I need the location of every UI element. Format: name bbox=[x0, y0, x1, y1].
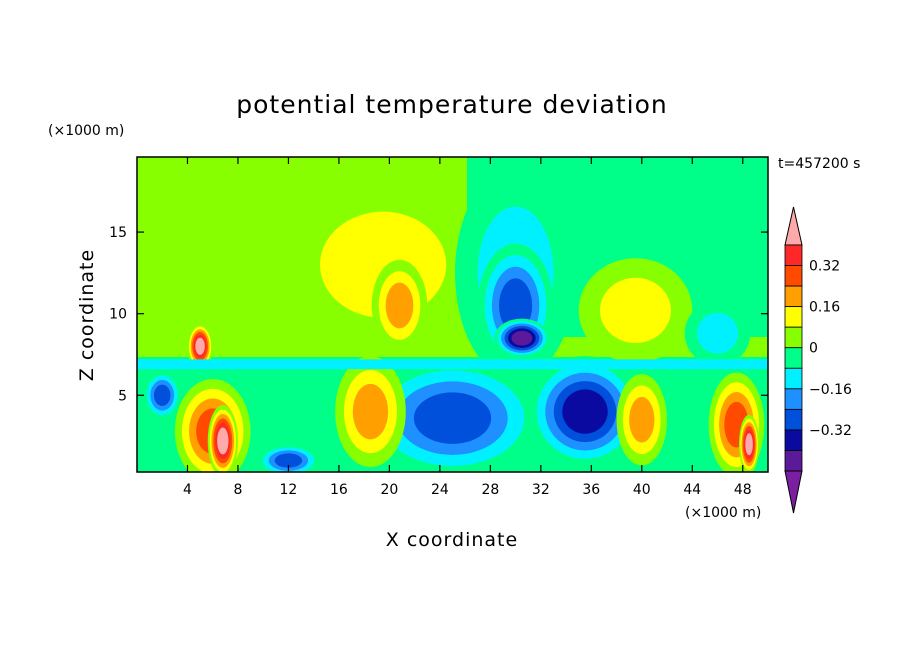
colorbar-box bbox=[784, 265, 803, 287]
colorbar-box bbox=[784, 388, 803, 410]
contour-feature-7-level-2 bbox=[697, 312, 739, 354]
contour-feature-1-level-3 bbox=[385, 282, 414, 329]
colorbar-box bbox=[784, 326, 803, 349]
x-tick-label: 12 bbox=[280, 482, 298, 498]
colorbar-bottom-arrow bbox=[784, 470, 803, 514]
colorbar-box bbox=[784, 408, 803, 431]
x-tick-label: 20 bbox=[380, 482, 398, 498]
x-tick-label: 16 bbox=[330, 482, 348, 498]
y-axis-label: Z coordinate bbox=[76, 249, 98, 381]
time-label: t=457200 s bbox=[778, 156, 860, 172]
y-axis: 5 10 15 bbox=[109, 225, 768, 404]
y-tick-label: 15 bbox=[109, 225, 127, 241]
colorbar-box bbox=[784, 367, 803, 390]
x-tick-label: 28 bbox=[481, 482, 499, 498]
colorbar-box bbox=[784, 285, 803, 308]
y-tick-label: 10 bbox=[109, 307, 127, 323]
contour-feature-17-level-4 bbox=[153, 384, 171, 407]
x-tick-label: 44 bbox=[683, 482, 701, 498]
x-tick-label: 48 bbox=[734, 482, 752, 498]
colorbar-tick-label: 0.32 bbox=[809, 259, 840, 275]
y-tick-label: 5 bbox=[118, 388, 127, 404]
x-tick-label: 32 bbox=[532, 482, 550, 498]
inversion-band bbox=[137, 359, 768, 370]
colorbar-box bbox=[784, 347, 803, 369]
colorbar: 0.32 0.16 0 −0.16 −0.32 bbox=[784, 206, 852, 514]
y-unit-label: (×1000 m) bbox=[48, 123, 124, 139]
contour-feature-16-level-4 bbox=[274, 453, 303, 468]
chart-title: potential temperature deviation bbox=[236, 90, 667, 119]
colorbar-box bbox=[784, 429, 803, 451]
contour-feature-13-level-3 bbox=[629, 396, 655, 443]
colorbar-tick-label: −0.16 bbox=[809, 382, 852, 398]
colorbar-box bbox=[784, 450, 803, 472]
colorbar-box bbox=[784, 244, 803, 266]
colorbar-tick-label: 0.16 bbox=[809, 300, 840, 316]
colorbar-box bbox=[784, 306, 803, 328]
x-tick-label: 36 bbox=[582, 482, 600, 498]
contour-feature-2-level-2 bbox=[599, 277, 671, 344]
contour-feature-12-level-3 bbox=[352, 383, 389, 440]
contour-feature-11-level-6 bbox=[217, 427, 229, 455]
contour-feature-6-level-6 bbox=[511, 330, 533, 346]
contour-field bbox=[137, 157, 768, 472]
contour-feature-18-level-6 bbox=[195, 337, 205, 355]
x-axis: 4 8 12 16 20 24 28 32 36 40 44 48 bbox=[183, 157, 752, 498]
plot-frame bbox=[136, 156, 769, 473]
contour-feature-15-level-6 bbox=[745, 433, 753, 456]
x-tick-label: 4 bbox=[183, 482, 192, 498]
x-tick-label: 8 bbox=[233, 482, 242, 498]
x-tick-label: 40 bbox=[633, 482, 651, 498]
colorbar-top-arrow bbox=[784, 206, 803, 246]
x-unit-label: (×1000 m) bbox=[685, 505, 761, 521]
contour-feature-9-level-5 bbox=[562, 389, 608, 434]
contour-feature-8-level-4 bbox=[413, 392, 492, 444]
x-axis-label: X coordinate bbox=[386, 529, 518, 551]
colorbar-tick-label: 0 bbox=[809, 341, 818, 357]
x-tick-label: 24 bbox=[431, 482, 449, 498]
colorbar-tick-label: −0.32 bbox=[809, 423, 852, 439]
